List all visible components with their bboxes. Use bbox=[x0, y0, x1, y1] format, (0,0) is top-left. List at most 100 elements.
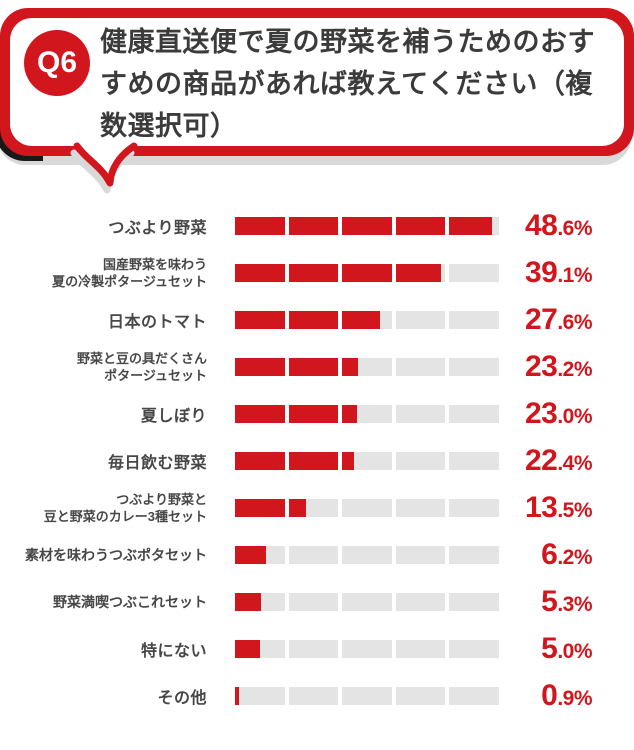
value-integer: 23 bbox=[524, 349, 558, 383]
bubble-tail bbox=[70, 142, 138, 194]
category-label-line: 野菜と豆の具だくさん bbox=[76, 350, 207, 366]
value-integer: 39 bbox=[524, 255, 558, 289]
category-label-line: 夏の冷製ポタージュセット bbox=[52, 273, 207, 289]
bar-segment bbox=[235, 639, 285, 658]
category-label: 国産野菜を味わう 夏の冷製ポタージュセット bbox=[0, 256, 207, 290]
bar-segment bbox=[449, 310, 499, 329]
bar-segment bbox=[288, 498, 339, 517]
value-decimal: .4% bbox=[557, 451, 592, 475]
value-integer: 13 bbox=[524, 490, 558, 524]
bar-segment bbox=[395, 498, 446, 517]
bar-segment bbox=[449, 545, 499, 564]
bar-fill bbox=[342, 216, 392, 235]
bar-segment bbox=[288, 404, 339, 423]
value-decimal: .6% bbox=[557, 216, 592, 240]
bar-segment bbox=[235, 545, 285, 564]
value-label: 23.2% bbox=[499, 350, 634, 384]
bar-track bbox=[235, 498, 499, 517]
bar-segment bbox=[395, 357, 446, 376]
category-label: 野菜満喫つぶこれセット bbox=[0, 592, 207, 612]
chart-row: 日本のトマト 27.6% bbox=[0, 296, 634, 343]
category-label: 特にない bbox=[0, 637, 207, 661]
bar-track bbox=[235, 310, 499, 329]
category-label-line: 素材を味わうつぶポタセット bbox=[25, 546, 207, 563]
bar-segment bbox=[342, 498, 392, 517]
category-label-line: 毎日飲む野菜 bbox=[107, 454, 207, 472]
bar-segment bbox=[342, 263, 392, 282]
question-number-badge: Q6 bbox=[24, 30, 90, 96]
category-label-line: つぶより野菜と bbox=[116, 491, 207, 507]
value-label: 13.5% bbox=[499, 491, 634, 525]
category-label-line: ポタージュセット bbox=[104, 367, 207, 383]
bar-fill bbox=[235, 686, 240, 705]
chart-row: 野菜と豆の具だくさん ポタージュセット 23.2% bbox=[0, 343, 634, 390]
bar-track bbox=[235, 451, 499, 470]
bar-fill bbox=[342, 357, 359, 376]
value-label: 48.6% bbox=[499, 209, 634, 243]
bar-segment bbox=[235, 498, 285, 517]
bar-fill bbox=[235, 357, 285, 376]
bar-segment bbox=[235, 451, 285, 470]
bar-fill bbox=[342, 310, 380, 329]
chart-row: 毎日飲む野菜 22.4% bbox=[0, 437, 634, 484]
bar-fill bbox=[342, 263, 392, 282]
bar-segment bbox=[235, 263, 285, 282]
bar-segment bbox=[235, 404, 285, 423]
bar-segment bbox=[288, 216, 339, 235]
value-integer: 6 bbox=[541, 537, 558, 571]
chart-row: 夏しぼり 23.0% bbox=[0, 390, 634, 437]
category-label: つぶより野菜 bbox=[0, 214, 207, 238]
bar-segment bbox=[395, 592, 446, 611]
bar-track bbox=[235, 686, 499, 705]
bar-segment bbox=[395, 639, 446, 658]
chart-row: 野菜満喫つぶこれセット 5.3% bbox=[0, 578, 634, 625]
value-decimal: .2% bbox=[557, 545, 592, 569]
category-label: つぶより野菜と 豆と野菜のカレー3種セット bbox=[0, 491, 207, 525]
bubble-body: Q6 健康直送便で夏の野菜を補うためのおすすめの商品があれば教えてください（複数… bbox=[10, 18, 624, 146]
bar-segment bbox=[449, 592, 499, 611]
category-label-line: 国産野菜を味わう bbox=[102, 256, 207, 272]
chart-row: 国産野菜を味わう 夏の冷製ポタージュセット 39.1% bbox=[0, 249, 634, 296]
chart-row: 特にない 5.0% bbox=[0, 625, 634, 672]
category-label: 野菜と豆の具だくさん ポタージュセット bbox=[0, 350, 207, 384]
bar-segment bbox=[288, 686, 339, 705]
bar-track bbox=[235, 216, 499, 235]
bar-chart: つぶより野菜 48.6% 国産野菜を味わう 夏の冷製ポタージュセット 39.1% … bbox=[0, 202, 634, 719]
bar-fill bbox=[342, 404, 358, 423]
bar-fill bbox=[235, 216, 285, 235]
chart-row: その他 0.9% bbox=[0, 672, 634, 719]
category-label-line: つぶより野菜 bbox=[108, 219, 207, 237]
category-label-line: 野菜満喫つぶこれセット bbox=[53, 593, 207, 610]
bar-fill bbox=[235, 263, 285, 282]
value-label: 5.3% bbox=[499, 585, 634, 619]
bar-segment bbox=[342, 216, 392, 235]
value-label: 5.0% bbox=[499, 632, 634, 666]
bar-segment bbox=[395, 404, 446, 423]
value-integer: 0 bbox=[541, 678, 558, 712]
bar-segment bbox=[342, 357, 392, 376]
bar-segment bbox=[449, 639, 499, 658]
bar-fill bbox=[395, 263, 441, 282]
bar-fill bbox=[235, 639, 260, 658]
category-label-line: 日本のトマト bbox=[107, 313, 207, 331]
bar-fill bbox=[235, 498, 285, 517]
value-integer: 5 bbox=[541, 631, 558, 665]
bar-fill bbox=[235, 592, 262, 611]
bar-segment bbox=[288, 639, 339, 658]
bar-segment bbox=[395, 263, 446, 282]
bar-fill bbox=[235, 404, 285, 423]
bar-segment bbox=[449, 216, 499, 235]
bar-segment bbox=[288, 592, 339, 611]
chart-row: つぶより野菜 48.6% bbox=[0, 202, 634, 249]
bar-track bbox=[235, 639, 499, 658]
bar-segment bbox=[342, 404, 392, 423]
value-decimal: .2% bbox=[557, 357, 592, 381]
bar-segment bbox=[235, 310, 285, 329]
bar-segment bbox=[288, 357, 339, 376]
bar-fill bbox=[235, 451, 285, 470]
value-label: 6.2% bbox=[499, 538, 634, 572]
value-decimal: .3% bbox=[557, 592, 592, 616]
bar-fill bbox=[288, 310, 339, 329]
bar-segment bbox=[342, 639, 392, 658]
value-decimal: .1% bbox=[557, 263, 592, 287]
